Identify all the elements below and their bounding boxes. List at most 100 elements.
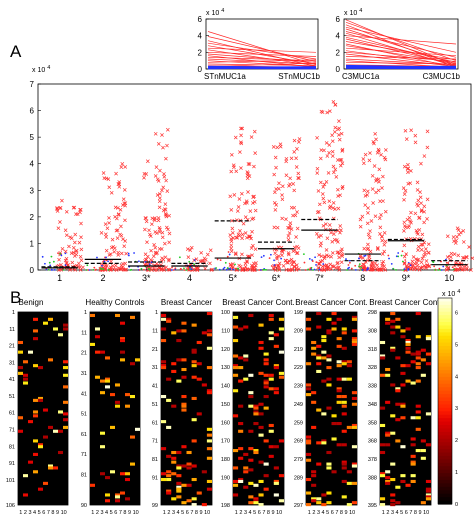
data-point-red-cross (58, 220, 62, 224)
heatmap-cell (385, 470, 391, 474)
data-point-blue (222, 268, 225, 270)
heatmap-cell (196, 362, 202, 366)
data-point-red-cross (367, 158, 372, 163)
data-point-red-cross (122, 188, 127, 192)
data-point-green (130, 268, 133, 271)
data-point-red-cross (228, 194, 233, 199)
heatmap-cell (63, 360, 68, 364)
inset-series-line-red (207, 53, 317, 63)
data-point-red-cross (452, 252, 457, 256)
heatmap-cell (346, 470, 352, 474)
data-point-red-cross (415, 258, 420, 262)
data-point-red-cross (337, 137, 342, 142)
heatmap-cell (316, 325, 322, 329)
data-point-red (272, 267, 275, 270)
data-point-red-cross (454, 238, 459, 243)
data-point-red-cross (295, 146, 299, 151)
data-point-red-cross (123, 261, 128, 266)
data-point-red-cross (328, 262, 333, 267)
heatmap-cell (326, 491, 332, 495)
data-point-red-cross (340, 254, 344, 258)
heatmap-ytick-label: 338 (368, 384, 377, 390)
data-point-red-cross (145, 254, 150, 259)
data-point-red-cross (288, 223, 292, 228)
heatmap-cell (425, 497, 431, 501)
heatmap-cell (400, 371, 406, 375)
heatmap-cell (268, 313, 274, 318)
heatmap-cell (63, 418, 68, 422)
heatmap-cell (346, 364, 352, 368)
data-point-red-cross (158, 227, 162, 232)
data-point-red-cross (249, 135, 254, 139)
data-point-red-cross (405, 166, 410, 171)
colorbar-step (438, 452, 452, 457)
data-point-red-cross (415, 202, 419, 206)
heatmap-cell (263, 394, 269, 399)
data-point-red-cross (407, 215, 412, 220)
data-point-red-cross (115, 216, 119, 221)
data-point-red-cross (288, 182, 292, 187)
heatmap-cell (191, 418, 197, 422)
heatmap-ytick-label: 41 (9, 377, 15, 383)
data-point-red (454, 268, 457, 271)
colorbar-step (438, 445, 452, 450)
data-point-red-cross (294, 251, 299, 256)
heatmap-cell (415, 379, 421, 383)
data-point-red-cross (273, 155, 278, 160)
data-point-red-cross (406, 162, 410, 167)
data-point-red-cross (315, 231, 319, 236)
heatmap-cell (410, 474, 416, 478)
inset-series-line-red (207, 62, 317, 67)
data-point-red-cross (116, 182, 121, 186)
data-point-red-cross (324, 141, 329, 145)
data-point-red-cross (416, 203, 420, 208)
heatmap-cell (306, 503, 312, 507)
heatmap-cell (306, 317, 312, 321)
heatmap-cell (206, 427, 212, 431)
data-point-red-cross (332, 232, 336, 236)
main-ytick-label: 3 (30, 186, 35, 195)
heatmap-cell (385, 400, 391, 404)
data-point-red-cross (153, 131, 158, 136)
data-point-red (445, 269, 448, 271)
heatmap-cell (176, 487, 182, 491)
data-point-green (237, 267, 240, 270)
data-point-red-cross (157, 205, 162, 210)
data-point-red-cross (273, 207, 278, 212)
data-point-red-cross (371, 201, 375, 205)
heatmap-xtick-labels: 1 2 3 4 5 6 7 8 9 10 (308, 510, 355, 516)
data-point-red (448, 255, 450, 257)
colorbar-step (438, 497, 452, 502)
heatmap-cell (23, 373, 28, 377)
data-point-red-cross (74, 252, 79, 257)
data-point-green (262, 268, 265, 271)
data-point-red-cross (107, 221, 111, 225)
data-point-blue (101, 264, 103, 267)
inset-ytick-label: 0 (336, 65, 341, 74)
data-point-red-cross (376, 188, 381, 193)
heatmap-cell (410, 443, 416, 447)
heatmap-cell (58, 333, 63, 337)
heatmap-cell (351, 481, 357, 485)
heatmap-cell (415, 410, 421, 414)
heatmap-frame (89, 311, 141, 506)
heatmap-cell (253, 449, 259, 453)
data-point-red-cross (361, 157, 366, 161)
data-point-red-cross (277, 261, 282, 266)
heatmap-cell (233, 373, 239, 377)
colorbar-step (438, 404, 452, 409)
colorbar-step (438, 322, 452, 327)
data-point-red-cross (369, 219, 374, 223)
data-point-red-cross (189, 245, 194, 250)
heatmap-cell (395, 418, 401, 422)
data-point-red-cross (287, 231, 292, 235)
heatmap-cell (311, 497, 317, 501)
data-point-red-cross (369, 267, 374, 272)
heatmap-cell (278, 499, 284, 503)
heatmap-ytick-label: 298 (368, 310, 377, 316)
data-point-red-cross (162, 172, 166, 176)
heatmap-cell (115, 499, 120, 503)
heatmap-cell (181, 329, 187, 333)
heatmap-cell (130, 462, 135, 466)
heatmap-cell (161, 313, 167, 318)
